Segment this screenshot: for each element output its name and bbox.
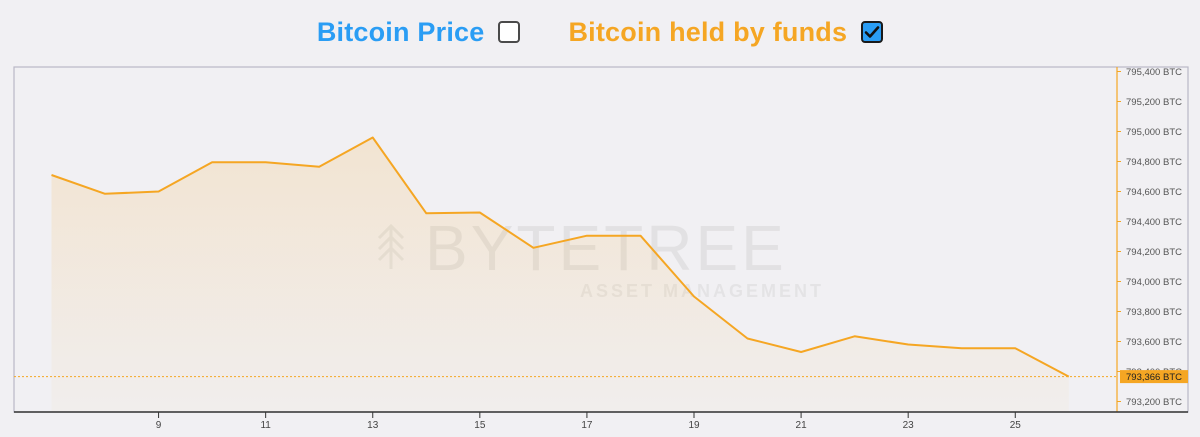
x-tick-label: 23 bbox=[903, 420, 915, 431]
series-line-layer bbox=[51, 136, 1070, 378]
current-value-badge: 793,366 BTC bbox=[1120, 370, 1188, 384]
y-tick-label: 795,200 BTC bbox=[1126, 97, 1182, 108]
y-tick-label: 795,000 BTC bbox=[1126, 127, 1182, 138]
y-tick-label: 795,400 BTC bbox=[1126, 67, 1182, 78]
x-tick-label: 15 bbox=[474, 420, 486, 431]
y-tick-label: 794,600 BTC bbox=[1126, 187, 1182, 198]
legend-item-bitcoin-price[interactable]: Bitcoin Price bbox=[317, 17, 521, 48]
series-line bbox=[51, 136, 1070, 378]
legend-item-bitcoin-held-by-funds[interactable]: Bitcoin held by funds bbox=[568, 16, 884, 48]
current-value-label: 793,366 BTC bbox=[1126, 372, 1182, 383]
chart-legend: Bitcoin Price Bitcoin held by funds bbox=[0, 14, 1200, 50]
bitcoin-price-checkbox[interactable] bbox=[498, 21, 521, 43]
checkmark-icon bbox=[864, 26, 880, 38]
current-value-badge-bg bbox=[1120, 370, 1188, 384]
y-tick-label: 793,800 BTC bbox=[1126, 307, 1182, 318]
bitcoin-held-by-funds-checkbox[interactable] bbox=[861, 21, 884, 43]
y-tick-label: 793,600 BTC bbox=[1126, 337, 1182, 348]
y-tick-label: 793,200 BTC bbox=[1126, 397, 1182, 408]
x-tick-label: 11 bbox=[260, 420, 271, 431]
legend-label-bitcoin-held-by-funds: Bitcoin held by funds bbox=[568, 16, 848, 47]
y-tick-label: 794,800 BTC bbox=[1126, 157, 1182, 168]
x-tick-label: 25 bbox=[1010, 420, 1022, 431]
x-tick-label: 21 bbox=[796, 420, 808, 431]
y-tick-label: 794,000 BTC bbox=[1126, 277, 1182, 288]
x-tick-label: 9 bbox=[156, 420, 162, 431]
x-tick-label: 17 bbox=[581, 420, 593, 431]
x-axis-ticks: 9 11 13 15 17 19 21 23 25 bbox=[156, 412, 1021, 431]
y-tick-label: 794,400 BTC bbox=[1126, 217, 1182, 228]
x-tick-label: 13 bbox=[367, 420, 379, 431]
series-area-layer bbox=[51, 137, 1069, 412]
y-tick-label: 794,200 BTC bbox=[1126, 247, 1182, 258]
series-area bbox=[51, 137, 1069, 412]
x-tick-label: 19 bbox=[688, 420, 700, 431]
legend-label-bitcoin-price: Bitcoin Price bbox=[316, 16, 485, 47]
